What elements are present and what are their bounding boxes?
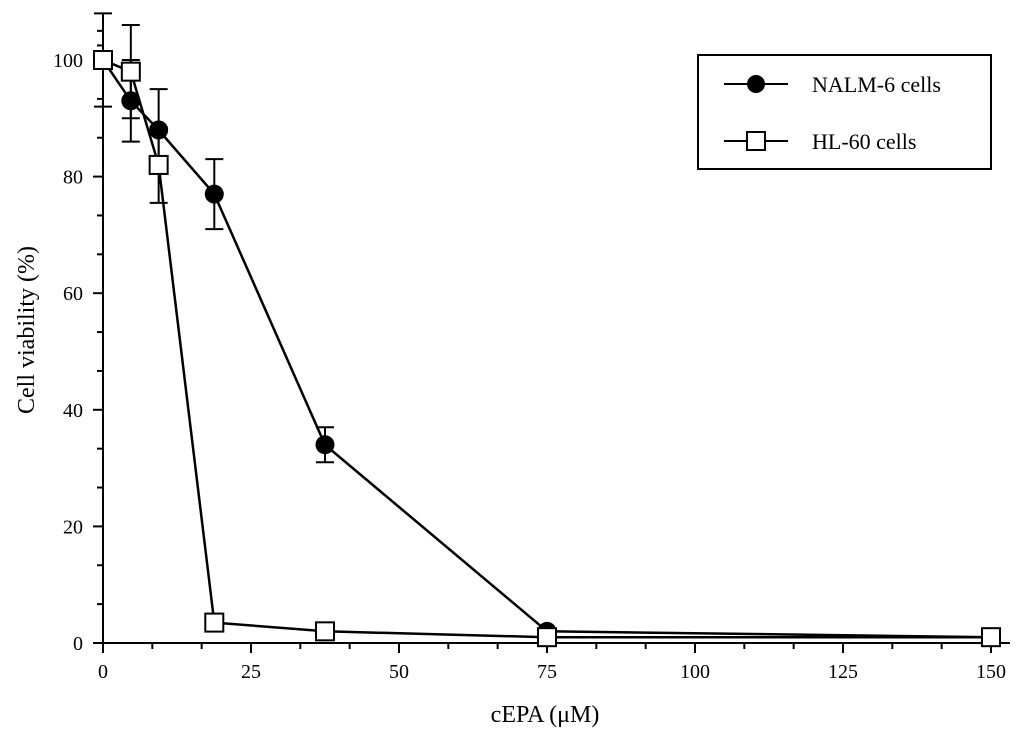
y-tick-label: 100: [53, 50, 83, 72]
legend-label-hl60: HL-60 cells: [812, 129, 916, 154]
data-point: [120, 61, 141, 82]
legend-marker-hl60: [746, 131, 766, 151]
x-tick-label: 100: [680, 661, 710, 683]
data-point: [204, 612, 225, 633]
legend-marker-nalm6: [747, 75, 765, 93]
series-hl60: [93, 24, 1001, 648]
data-point: [204, 184, 224, 204]
data-point: [148, 154, 169, 175]
data-point: [315, 621, 335, 642]
y-tick-label: 60: [63, 283, 83, 305]
data-point: [981, 627, 1001, 648]
x-tick-label: 0: [98, 661, 108, 683]
data-point: [537, 627, 557, 648]
legend-label-nalm6: NALM-6 cells: [812, 72, 941, 97]
y-axis-label: Cell viability (%): [14, 246, 40, 414]
y-tick-label: 0: [73, 633, 83, 655]
x-tick-label: 125: [828, 661, 858, 683]
y-tick-label: 80: [63, 167, 83, 189]
x-tick-label: 25: [241, 661, 261, 683]
series-layer: [93, 12, 1001, 648]
x-tick-label: 50: [389, 661, 409, 683]
y-tick-label: 40: [63, 400, 83, 422]
data-point: [93, 50, 113, 70]
data-point: [315, 435, 335, 455]
x-tick-label: 150: [976, 661, 1006, 683]
x-tick-label: 75: [537, 661, 557, 683]
axes: 0 25 50 75 100 125 150 0 20 40 60 80 100: [53, 29, 1010, 683]
y-tick-label: 20: [63, 516, 83, 538]
x-axis-label: cEPA (μM): [491, 702, 600, 728]
legend: NALM-6 cells HL-60 cells: [697, 54, 992, 170]
